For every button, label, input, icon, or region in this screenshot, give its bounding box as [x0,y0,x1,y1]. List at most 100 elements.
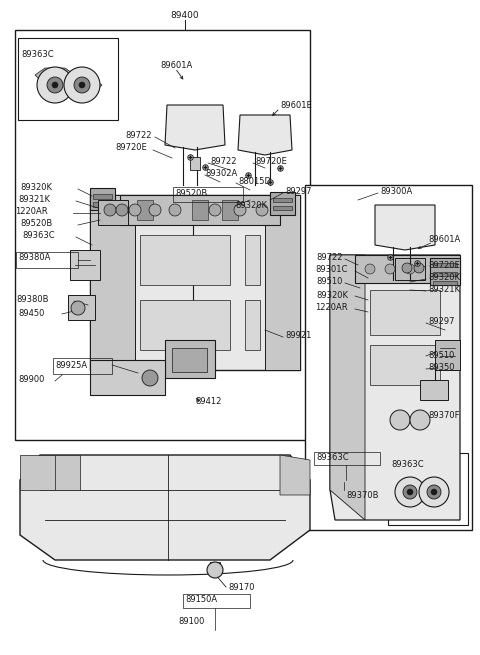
Text: 89170: 89170 [228,584,254,593]
Bar [183,594,250,608]
Bar [273,206,292,210]
Text: 89720E: 89720E [115,143,147,153]
Polygon shape [245,235,260,285]
Polygon shape [280,455,310,495]
Circle shape [234,204,246,216]
Text: 1220AR: 1220AR [15,208,48,217]
Text: 89380A: 89380A [18,253,50,263]
Bar [173,187,243,202]
Polygon shape [62,78,102,95]
Text: 89412: 89412 [195,398,221,407]
Polygon shape [68,295,95,320]
Polygon shape [190,157,200,170]
Bar [15,30,310,440]
Polygon shape [90,195,300,370]
Text: 89320K: 89320K [235,200,267,210]
Text: 89601E: 89601E [280,102,312,111]
Circle shape [104,204,116,216]
Circle shape [390,410,410,430]
Text: 89601A: 89601A [160,62,192,71]
Circle shape [427,485,441,499]
Circle shape [256,204,268,216]
Text: 89302A: 89302A [205,170,237,179]
Circle shape [74,77,90,93]
Bar [137,200,153,220]
Polygon shape [120,195,280,225]
Circle shape [405,264,415,274]
Polygon shape [35,68,75,85]
Text: 89370F: 89370F [428,411,459,419]
Polygon shape [392,477,428,497]
Bar [16,252,78,268]
Circle shape [402,263,412,273]
Circle shape [116,204,128,216]
Text: 89100: 89100 [179,618,205,626]
Polygon shape [245,300,260,350]
Bar [305,185,472,530]
Polygon shape [330,255,460,520]
Polygon shape [430,258,460,285]
Polygon shape [355,255,460,283]
Text: 89510: 89510 [316,278,342,286]
Circle shape [407,489,413,495]
Text: 89297: 89297 [428,318,455,326]
Polygon shape [210,562,220,570]
Bar [93,194,112,199]
Bar [273,198,292,202]
Polygon shape [165,340,215,378]
Bar [222,200,238,220]
Text: 89722: 89722 [210,157,237,166]
Circle shape [395,477,425,507]
Polygon shape [418,487,454,504]
Text: 89520B: 89520B [20,219,52,229]
Text: 89400: 89400 [171,12,199,20]
Text: 89363C: 89363C [391,460,424,469]
Text: 89370B: 89370B [346,491,379,500]
Circle shape [169,204,181,216]
Circle shape [207,562,223,578]
Text: 89720E: 89720E [428,261,460,269]
Text: 89320K: 89320K [316,291,348,299]
Circle shape [129,204,141,216]
Text: 89321K: 89321K [428,286,460,295]
Text: 89925A: 89925A [55,360,87,369]
Bar [172,348,207,372]
Text: 89363C: 89363C [21,50,54,59]
Text: 89720E: 89720E [255,157,287,166]
Polygon shape [90,360,165,395]
Circle shape [209,204,221,216]
Polygon shape [420,380,448,400]
Circle shape [419,477,449,507]
Polygon shape [370,290,440,335]
Polygon shape [40,455,80,490]
Polygon shape [330,255,365,520]
Text: 89301C: 89301C [315,265,348,274]
Text: 89300A: 89300A [380,187,412,196]
Circle shape [37,67,73,103]
Bar [433,281,457,285]
Polygon shape [98,200,128,225]
Polygon shape [238,115,292,155]
Polygon shape [20,455,55,490]
Polygon shape [140,300,230,350]
Polygon shape [20,455,310,560]
Bar [192,200,208,220]
Circle shape [79,82,85,88]
Text: 89320K: 89320K [20,183,52,193]
Text: 89150A: 89150A [185,595,217,605]
Text: 89520B: 89520B [175,189,207,198]
Text: 89320K: 89320K [428,274,460,282]
Polygon shape [265,195,300,370]
Circle shape [431,489,437,495]
Text: 89363C: 89363C [316,453,348,462]
Circle shape [142,370,158,386]
Bar [433,263,457,267]
Text: 88015D: 88015D [238,178,271,187]
Text: 89601A: 89601A [428,236,460,244]
Text: 1220AR: 1220AR [315,303,348,312]
Polygon shape [90,195,135,370]
Circle shape [414,263,424,273]
Circle shape [385,264,395,274]
Text: 89510: 89510 [428,350,455,360]
Text: 89363C: 89363C [22,231,55,240]
